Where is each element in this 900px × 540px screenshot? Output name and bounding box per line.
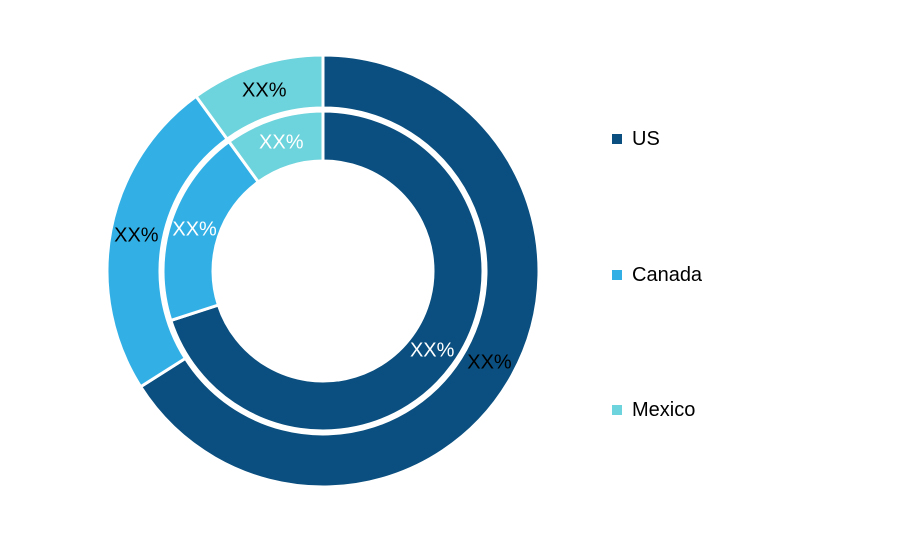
- inner-slice-us: [168, 109, 485, 433]
- outer-ring: [105, 53, 541, 489]
- outer-label-us: XX%: [467, 352, 512, 374]
- legend-item-us: US: [612, 126, 660, 152]
- outer-slice-mexico: [193, 53, 325, 142]
- inner-label-canada: XX%: [172, 218, 217, 240]
- outer-label-mexico: XX%: [242, 79, 287, 101]
- slice-labels: XX% XX% XX% XX% XX% XX%: [114, 79, 512, 373]
- legend-swatch-us: [612, 134, 622, 144]
- legend-item-mexico: Mexico: [612, 397, 695, 423]
- outer-slice-us: [138, 53, 541, 489]
- legend-label-canada: Canada: [632, 263, 703, 286]
- legend-item-canada: Canada: [612, 262, 702, 288]
- legend-label-us: US: [632, 127, 660, 150]
- legend-label-mexico: Mexico: [632, 398, 696, 421]
- inner-label-mexico: XX%: [259, 132, 304, 154]
- legend-swatch-mexico: [612, 405, 622, 415]
- inner-slice-mexico: [226, 109, 325, 185]
- outer-label-canada: XX%: [114, 224, 159, 246]
- inner-label-us: XX%: [410, 339, 455, 361]
- legend: US Canada Mexico: [612, 0, 872, 540]
- inner-ring: [161, 109, 485, 433]
- legend-swatch-canada: [612, 270, 622, 280]
